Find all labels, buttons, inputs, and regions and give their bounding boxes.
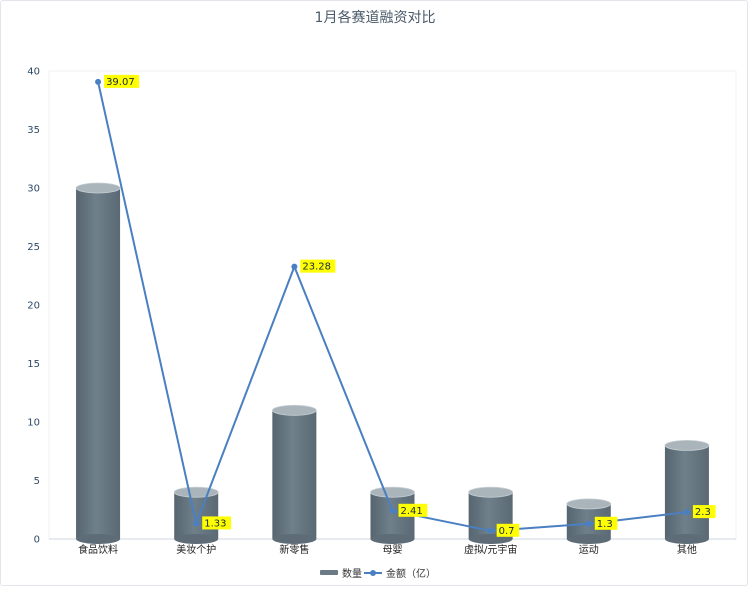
bar-series xyxy=(75,182,710,544)
data-label-text: 0.7 xyxy=(499,526,515,537)
x-tick-label: 母婴 xyxy=(383,544,403,556)
bar-0 xyxy=(75,182,121,544)
y-tick-label: 25 xyxy=(27,242,40,253)
line-point-2 xyxy=(291,263,298,270)
data-label-0: 39.07 xyxy=(104,74,140,88)
x-tick-label: 其他 xyxy=(677,543,697,556)
data-label-bg xyxy=(202,516,232,530)
bar-body xyxy=(76,188,121,539)
bar-top xyxy=(664,439,710,451)
bar-base xyxy=(174,534,219,544)
bar-6 xyxy=(664,439,710,544)
y-axis: 0 5 10 15 20 25 30 35 40 xyxy=(27,67,40,546)
data-label-text: 23.28 xyxy=(302,262,331,273)
data-label-2: 23.28 xyxy=(300,259,336,273)
y-tick-label: 35 xyxy=(27,125,40,136)
line-point-0 xyxy=(95,78,102,85)
bar-top xyxy=(75,182,121,194)
bar-base xyxy=(370,534,415,544)
y-tick-label: 15 xyxy=(27,359,40,370)
bar-top xyxy=(173,486,219,498)
bar-body xyxy=(272,410,317,539)
line-point-4 xyxy=(487,527,494,534)
x-tick-label: 美妆个护 xyxy=(176,543,216,556)
bar-top xyxy=(370,486,415,498)
legend-swatch-bar xyxy=(320,570,338,575)
bar-base xyxy=(76,534,121,544)
x-tick-label: 虚拟/元宇宙 xyxy=(464,543,517,556)
plot-background xyxy=(48,70,737,540)
data-label-bg xyxy=(692,505,716,519)
data-label-text: 1.33 xyxy=(204,518,226,529)
legend-label-line: 金额（亿） xyxy=(386,567,436,580)
x-axis: 食品饮料 美妆个护 新零售 母婴 虚拟/元宇宙 运动 其他 xyxy=(49,538,736,556)
legend[interactable]: 数量 金额（亿） xyxy=(320,567,436,580)
x-tick-label: 新零售 xyxy=(279,543,309,556)
data-label-text: 2.3 xyxy=(695,507,711,518)
bar-top xyxy=(271,404,317,416)
y-tick-label: 40 xyxy=(27,67,40,78)
bar-base xyxy=(272,534,317,544)
data-label-1: 1.33 xyxy=(202,516,232,530)
y-tick-label: 10 xyxy=(27,418,40,429)
line-point-1 xyxy=(193,520,200,527)
legend-item-line: 金额（亿） xyxy=(364,567,436,580)
legend-item-bar: 数量 xyxy=(320,567,362,580)
y-tick-label: 20 xyxy=(27,301,40,312)
data-label-text: 39.07 xyxy=(106,77,135,88)
data-label-bg xyxy=(398,503,428,517)
data-label-text: 1.3 xyxy=(597,519,613,530)
bar-top xyxy=(566,498,612,510)
data-label-3: 2.41 xyxy=(398,503,428,517)
data-label-6: 2.3 xyxy=(692,505,716,519)
bar-base xyxy=(566,534,611,544)
y-tick-label: 0 xyxy=(34,535,40,546)
legend-label-bar: 数量 xyxy=(342,567,362,580)
bar-2 xyxy=(271,404,317,544)
x-tick-label: 食品饮料 xyxy=(78,543,118,556)
data-label-text: 2.41 xyxy=(401,506,423,517)
legend-swatch-marker xyxy=(370,570,376,576)
plot-area xyxy=(48,70,737,540)
data-label-5: 1.3 xyxy=(594,516,618,530)
chart-title: 1月各赛道融资对比 xyxy=(314,10,436,26)
data-label-4: 0.7 xyxy=(496,523,520,537)
bar-base xyxy=(664,534,709,544)
line-series xyxy=(95,78,690,534)
y-tick-label: 5 xyxy=(34,476,40,487)
data-label-bg xyxy=(104,74,140,88)
bar-body xyxy=(174,492,219,539)
bar-body xyxy=(664,445,709,539)
y-tick-label: 30 xyxy=(27,184,40,195)
line-point-6 xyxy=(683,509,690,516)
data-label-bg xyxy=(594,516,618,530)
data-label-bg xyxy=(300,259,336,273)
x-tick-label: 运动 xyxy=(579,544,599,556)
data-labels: 39.07 1.33 23.28 2.41 0.7 1.3 2.3 xyxy=(104,74,716,537)
bar-top xyxy=(468,486,514,498)
line-point-5 xyxy=(585,520,592,527)
line-point-3 xyxy=(389,507,396,514)
data-label-bg xyxy=(496,523,520,537)
bar-1 xyxy=(173,486,219,544)
